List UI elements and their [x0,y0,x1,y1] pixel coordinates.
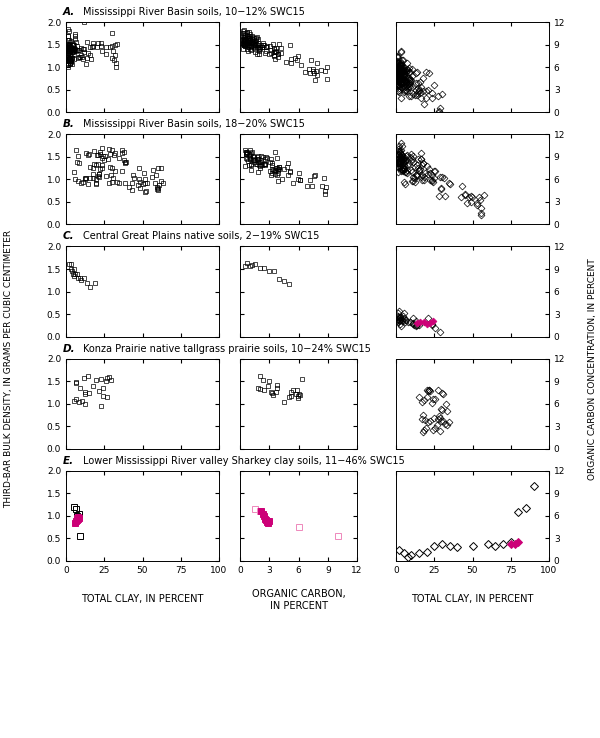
Text: Mississippi River Basin soils, 10−12% SWC15: Mississippi River Basin soils, 10−12% SW… [83,7,305,17]
Text: B.: B. [63,119,75,129]
Text: ORGANIC CARBON CONCENTRATION, IN PERCENT: ORGANIC CARBON CONCENTRATION, IN PERCENT [588,258,597,480]
Text: Mississippi River Basin soils, 18−20% SWC15: Mississippi River Basin soils, 18−20% SW… [83,119,305,129]
Text: ORGANIC CARBON,
IN PERCENT: ORGANIC CARBON, IN PERCENT [251,589,346,610]
Text: TOTAL CLAY, IN PERCENT: TOTAL CLAY, IN PERCENT [82,594,203,604]
Text: Central Great Plains native soils, 2−19% SWC15: Central Great Plains native soils, 2−19%… [83,231,319,241]
Text: A.: A. [63,7,75,17]
Text: E.: E. [63,455,74,466]
Text: Lower Mississippi River valley Sharkey clay soils, 11−46% SWC15: Lower Mississippi River valley Sharkey c… [83,455,404,466]
Text: D.: D. [63,343,76,354]
Text: Konza Prairie native tallgrass prairie soils, 10−24% SWC15: Konza Prairie native tallgrass prairie s… [83,343,371,354]
Text: THIRD-BAR BULK DENSITY, IN GRAMS PER CUBIC CENTIMETER: THIRD-BAR BULK DENSITY, IN GRAMS PER CUB… [4,230,14,508]
Text: TOTAL CLAY, IN PERCENT: TOTAL CLAY, IN PERCENT [412,594,533,604]
Text: C.: C. [63,231,74,241]
